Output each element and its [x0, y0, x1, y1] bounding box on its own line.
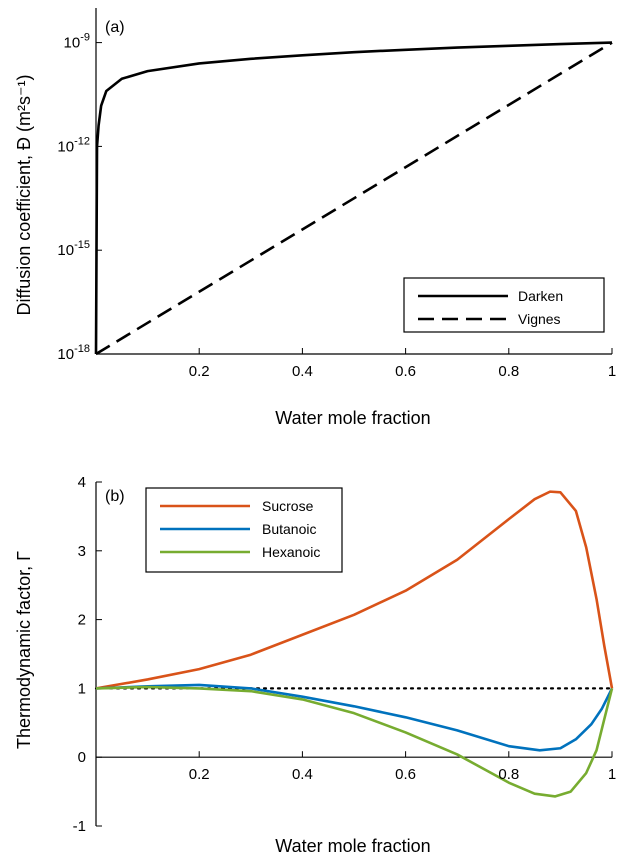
panel-b-y-tick-label: 4: [78, 474, 86, 491]
series-line-sucrose: [95, 490, 614, 690]
legend-sucrose-label: Sucrose: [262, 498, 314, 514]
panel-a-y-tick-label: 10-18: [57, 343, 90, 363]
panel-b-x-tick-label: 1: [608, 766, 616, 783]
panel-b-y-axis-label: Thermodynamic factor, Γ: [14, 551, 34, 749]
panel-a-x-tick-label: 0.8: [498, 363, 519, 380]
series-line-vignes: [95, 41, 613, 356]
panel-b-y-tick-label: 2: [78, 612, 86, 629]
panel-a-tick-labels: 0.2 0.4 0.6 0.8 1 10-18 10-15 10-12 10-9: [57, 32, 616, 380]
panel-a-legend: Darken Vignes: [403, 277, 605, 333]
panel-a-y-tick-label: 10-9: [64, 32, 90, 52]
panel-a-y-tick-label: 10-15: [57, 239, 90, 259]
panel-a-tag: (a): [105, 19, 125, 36]
series-line-hexanoic: [95, 685, 614, 798]
panel-a-legend-box: [403, 277, 605, 333]
legend-darken-label: Darken: [518, 288, 563, 304]
legend-butanoic-label: Butanoic: [262, 521, 316, 537]
panel-b-tick-labels: 0.2 0.4 0.6 0.8 1 -1 0 1 2 3 4: [73, 474, 617, 835]
panel-b-x-axis-label: Water mole fraction: [275, 836, 430, 856]
panel-a-x-tick-label: 0.2: [189, 363, 210, 380]
panel-b-axes: [95, 481, 613, 827]
panel-b-legend: Sucrose Butanoic Hexanoic: [145, 487, 343, 573]
legend-vignes-label: Vignes: [518, 311, 561, 327]
panel-b-y-tick-label: 1: [78, 680, 86, 697]
legend-hexanoic-label: Hexanoic: [262, 544, 320, 560]
panel-b-tag: (b): [105, 488, 125, 505]
panel-a-x-tick-label: 0.4: [292, 363, 313, 380]
panel-b-x-tick-label: 0.2: [189, 766, 210, 783]
panel-a-y-tick-label: 10-12: [57, 135, 90, 155]
panel-b-y-tick-label: -1: [73, 818, 86, 835]
series-line-darken: [94, 41, 613, 355]
series-line-butanoic: [95, 683, 614, 752]
panel-a-x-tick-label: 1: [608, 363, 616, 380]
panel-b-thermodynamic-chart: 0.2 0.4 0.6 0.8 1 -1 0 1 2 3 4 (b) Water mole frac…: [14, 474, 616, 856]
panel-b-x-tick-label: 0.8: [498, 766, 519, 783]
panel-a-x-tick-label: 0.6: [395, 363, 416, 380]
panel-b-series: [94, 490, 614, 798]
panel-a-x-axis-label: Water mole fraction: [275, 408, 430, 428]
panel-b-y-tick-label: 0: [78, 749, 86, 766]
panel-b-x-tick-label: 0.6: [395, 766, 416, 783]
panel-b-x-tick-label: 0.4: [292, 766, 313, 783]
panel-b-y-tick-label: 3: [78, 543, 86, 560]
panel-a-y-axis-label: Diffusion coefficient, Đ (m²s⁻¹): [14, 75, 34, 316]
panel-a-series: [94, 41, 613, 356]
panel-a-diffusion-chart: 0.2 0.4 0.6 0.8 1 10-18 10-15 10-12 10-9 (a) Wat…: [14, 8, 616, 428]
